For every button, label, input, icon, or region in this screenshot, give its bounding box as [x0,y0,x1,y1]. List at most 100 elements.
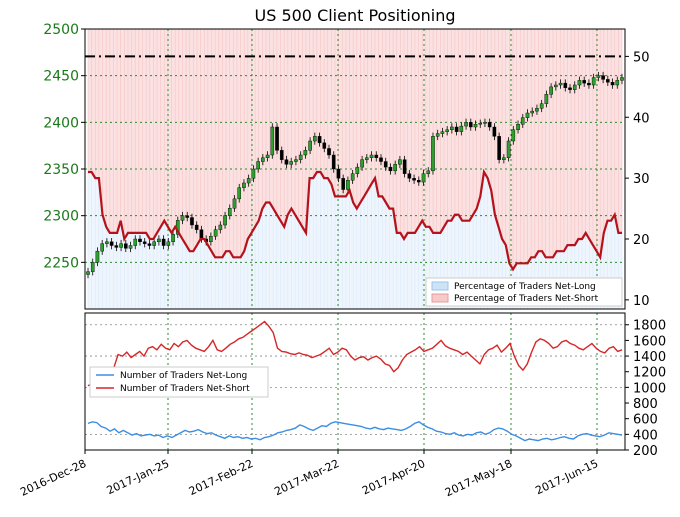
candle-body [558,82,563,86]
x-tick-label: 2016-Dec-28 [18,457,88,499]
net-short-fill [88,29,622,270]
candle-body [303,150,308,156]
candle-body [383,161,388,168]
candle-body [412,178,416,181]
candle-body [270,126,275,156]
left-tick-label: 2400 [43,115,79,131]
right-tick-label: 20 [633,233,650,248]
right-tick-label: 40 [633,111,650,126]
candle-body [279,150,284,160]
net-short-area [87,29,623,270]
candle-body [478,123,483,125]
candle-body [152,241,156,246]
bottom-tick-label: 200 [633,444,658,459]
price-candles [86,71,624,279]
candle-body [232,198,237,209]
candle-body [563,82,568,88]
candle-body [336,168,341,179]
net-long-fill [88,172,622,309]
candle-body [360,159,364,168]
chart-title: US 500 Client Positioning [254,6,455,25]
candle-body [398,159,402,165]
left-tick-label: 2300 [43,209,79,225]
candle-body [483,122,487,124]
candle-body [237,187,242,200]
candle-body [615,80,620,86]
candle-body [223,215,227,226]
right-tick-label: 10 [633,294,650,309]
candle-body [180,215,185,221]
candle-body [497,136,501,160]
candle-body [185,215,190,218]
candle-body [119,243,123,248]
candle-body [346,179,350,190]
candle-body [459,125,464,132]
candle-body [251,168,256,179]
candle-body [114,245,119,248]
candle-body [426,170,431,174]
left-axis-ticks: 2250 2300 2350 2400 2450 2500 [43,22,85,271]
right-axis-ticks: 10 20 30 40 50 [625,50,650,309]
legend-swatch-net-short [431,293,449,303]
x-axis-ticks: 2016-Dec-28 2017-Jan-25 2017-Feb-22 2017-Ma… [18,450,600,499]
candle-body [591,77,596,86]
candle-body [606,79,610,83]
right-tick-label: 30 [633,172,650,187]
candle-body [431,136,435,172]
pct-net-short-line [88,168,622,272]
candle-body [435,133,440,137]
bottom-tick-label: 600 [633,413,658,428]
left-tick-label: 2450 [43,69,79,85]
bottom-tick-label: 400 [633,428,658,443]
candle-body [445,129,449,132]
candle-body [473,123,478,128]
candle-body [128,245,133,249]
bottom-legend: Number of Traders Net-Long Number of Tra… [89,366,269,398]
candle-body [620,77,624,81]
candle-body [416,179,421,183]
candle-body [294,159,298,162]
candle-body [506,140,511,158]
candle-body [549,86,553,95]
candle-body [109,241,114,246]
candle-body [105,241,109,244]
candle-body [587,82,591,86]
candle-body [407,173,412,179]
candle-body [464,122,468,127]
candle-body [124,243,128,249]
candle-body [379,157,383,162]
candle-body [199,229,204,240]
candle-body [331,154,336,170]
candle-body [213,229,218,237]
candle-body [308,140,312,151]
candle-body [190,217,194,226]
candle-body [393,164,397,172]
candle-body [544,94,549,104]
candle-body [530,110,535,114]
candle-body [341,178,345,190]
candle-body [350,173,355,181]
candle-body [610,81,615,86]
candle-body [142,241,147,244]
x-tick-label: 2017-Jun-15 [533,457,600,497]
candle-body [256,161,260,170]
left-tick-label: 2350 [43,162,79,178]
candle-body [90,262,95,272]
candle-body [402,159,407,174]
candle-body [596,75,601,78]
candle-body [554,84,558,88]
candle-body [246,178,251,184]
x-tick-label: 2017-Jan-25 [105,457,172,497]
bottom-tick-label: 1400 [633,350,666,365]
candle-body [601,75,605,80]
net-short-count-line [87,320,623,389]
candle-body [194,224,199,230]
bottom-tick-label: 1200 [633,366,666,381]
candle-body [535,108,539,112]
candle-body [261,157,265,162]
candle-body [157,238,161,242]
candle-body [520,117,525,125]
